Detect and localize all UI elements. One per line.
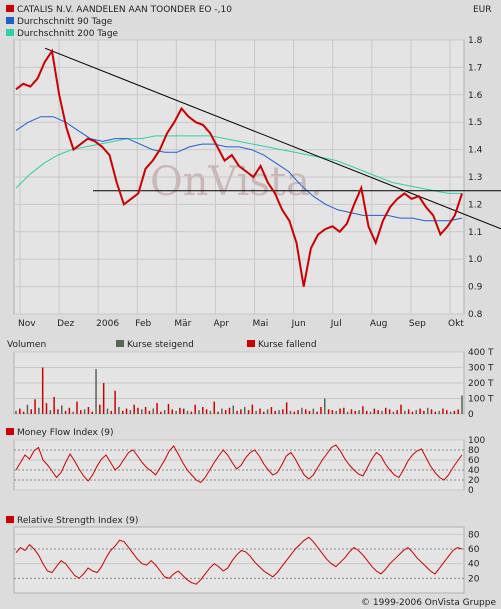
price-y-tick-label: 0.9 — [468, 283, 483, 293]
month-tick-label: Apr — [213, 319, 229, 329]
rsi-legend-swatch — [6, 516, 14, 523]
month-tick-label: Mär — [174, 319, 191, 329]
rsi-y-tick-label: 40 — [468, 560, 480, 570]
copyright-footer: © 1999-2006 OnVista Gruppe — [361, 598, 496, 608]
mfi-y-tick-label: 40 — [468, 466, 480, 476]
price-series-group — [15, 47, 501, 287]
price-y-tick-label: 1.7 — [468, 63, 482, 73]
price-y-tick-label: 1.3 — [468, 173, 482, 183]
legend-swatch-up — [116, 340, 124, 347]
month-tick-label: Nov — [18, 319, 36, 329]
volume-y-tick-label: 100 T — [468, 395, 494, 405]
mfi-series-group — [15, 444, 463, 484]
month-tick-label: Dez — [57, 319, 74, 329]
month-tick-label: 2006 — [96, 319, 119, 329]
rsi-plot-area — [13, 526, 465, 594]
month-tick-label: Okt — [448, 319, 464, 329]
mfi-y-tick-label: 20 — [468, 476, 480, 486]
volume-bars — [15, 367, 463, 414]
rsi-grid — [14, 533, 464, 579]
mfi-y-tick-label: 100 — [468, 436, 485, 446]
price-y-tick-label: 1.4 — [468, 146, 483, 156]
volume-y-tick-label: 200 T — [468, 379, 494, 389]
price-line — [15, 48, 463, 287]
rsi-y-axis: 80 60 40 20 — [468, 530, 480, 584]
mfi-title: Money Flow Index (9) — [17, 428, 114, 438]
rsi-y-tick-label: 20 — [468, 574, 480, 584]
rsi-line — [15, 536, 463, 585]
price-x-axis: Nov Dez 2006 Feb Mär Apr Mai Jun Jul Aug Sep Okt — [18, 319, 464, 329]
legend-ma90-label: Durchschnitt 90 Tage — [17, 17, 113, 27]
month-tick-label: Sep — [409, 319, 426, 329]
chart-title: CATALIS N.V. AANDELEN AAN TOONDER EO -,1… — [17, 5, 232, 15]
legend-swatch-ma200 — [6, 29, 14, 36]
price-y-tick-label: 1.2 — [468, 200, 482, 210]
mfi-y-tick-label: 0 — [468, 486, 474, 496]
volume-title: Volumen — [7, 340, 46, 350]
volume-y-axis: 400 T 300 T 200 T 100 T 0 — [468, 348, 494, 420]
mfi-line — [15, 444, 463, 484]
legend-ma200-label: Durchschnitt 200 Tage — [17, 29, 119, 39]
price-y-tick-label: 1.6 — [468, 91, 483, 101]
watermark: OnVista. — [150, 159, 323, 205]
rsi-y-tick-label: 80 — [468, 530, 480, 540]
volume-y-tick-label: 400 T — [468, 348, 494, 358]
mfi-legend-swatch — [6, 428, 14, 435]
legend-swatch-ma90 — [6, 17, 14, 24]
price-y-tick-label: 1.8 — [468, 36, 483, 46]
rsi-y-tick-label: 60 — [468, 545, 480, 555]
price-y-tick-label: 1.0 — [468, 255, 483, 265]
currency-label: EUR — [473, 5, 492, 15]
volume-legend-up: Kurse steigend — [127, 340, 194, 350]
mfi-y-tick-label: 60 — [468, 456, 480, 466]
price-y-tick-label: 0.8 — [468, 310, 483, 320]
mfi-grid — [14, 439, 464, 491]
volume-legend-down: Kurse fallend — [258, 340, 317, 350]
month-tick-label: Jun — [291, 319, 306, 329]
volume-y-tick-label: 0 — [468, 410, 474, 420]
price-y-tick-label: 1.1 — [468, 228, 482, 238]
rsi-title: Relative Strength Index (9) — [17, 516, 138, 526]
price-y-tick-label: 1.5 — [468, 118, 482, 128]
price-y-axis: 0.8 0.9 1.0 1.1 1.2 1.3 1.4 1.5 1.6 1.7 1.8 — [468, 36, 483, 320]
legend-swatch-down — [247, 340, 255, 347]
month-tick-label: Mai — [253, 319, 269, 329]
legend-swatch-price — [6, 5, 14, 12]
mfi-plot-area — [13, 439, 465, 491]
ma200-line — [15, 135, 462, 194]
month-tick-label: Feb — [135, 319, 151, 329]
mfi-y-tick-label: 80 — [468, 446, 480, 456]
volume-y-tick-label: 300 T — [468, 364, 494, 374]
month-tick-label: Jul — [330, 319, 342, 329]
month-tick-label: Aug — [370, 319, 388, 329]
downtrend-line — [44, 47, 501, 230]
rsi-series-group — [15, 536, 463, 585]
